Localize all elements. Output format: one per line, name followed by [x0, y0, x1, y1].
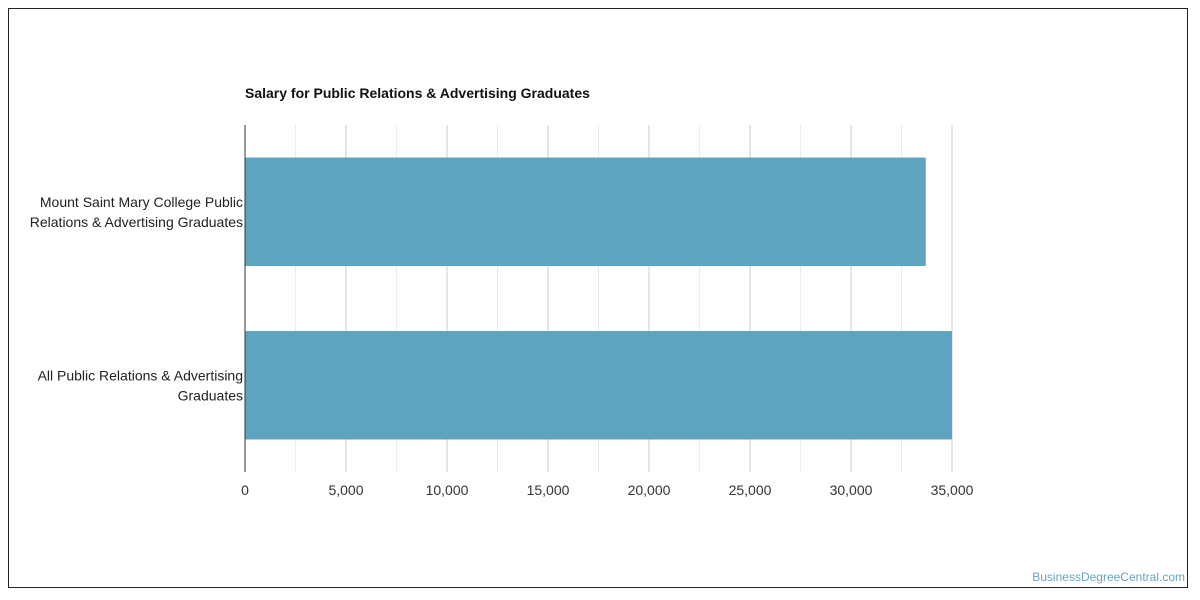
category-label: All Public Relations & Advertising	[38, 367, 243, 383]
category-label: Mount Saint Mary College Public	[40, 194, 243, 210]
category-label: Graduates	[178, 387, 243, 403]
x-tick-label: 5,000	[328, 482, 363, 498]
bar-layer	[245, 157, 952, 440]
x-tick-label: 30,000	[830, 482, 873, 498]
x-tick-label: 10,000	[426, 482, 469, 498]
chart-title: Salary for Public Relations & Advertisin…	[245, 85, 590, 101]
watermark[interactable]: BusinessDegreeCentral.com	[1032, 570, 1185, 584]
x-tick-label: 20,000	[628, 482, 671, 498]
x-tick-label: 35,000	[931, 482, 974, 498]
x-tick-label: 25,000	[729, 482, 772, 498]
category-label: Relations & Advertising Graduates	[30, 214, 243, 230]
x-tick-label: 0	[241, 482, 249, 498]
x-tick-label: 15,000	[527, 482, 570, 498]
chart-frame	[8, 8, 1188, 588]
bar[interactable]	[245, 331, 952, 440]
bar[interactable]	[245, 157, 926, 266]
label-layer: Mount Saint Mary College Public Relations…	[30, 194, 974, 498]
